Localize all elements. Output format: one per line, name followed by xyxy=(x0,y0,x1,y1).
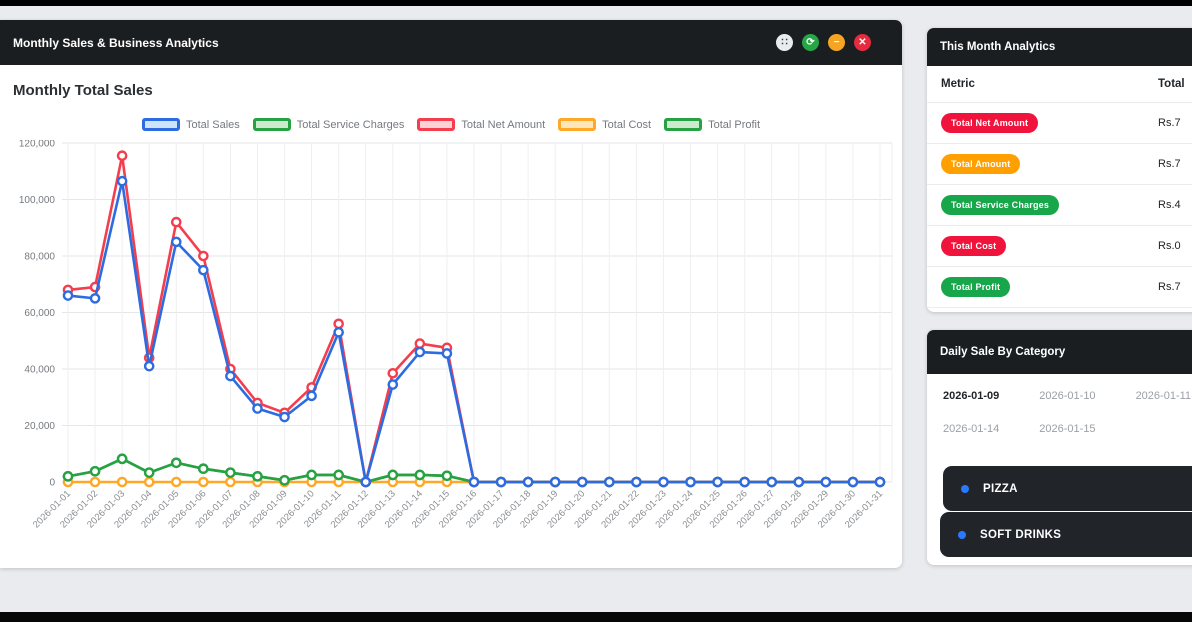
legend-item-total-sales[interactable]: Total Sales xyxy=(141,118,240,131)
date-tab-2026-01-14[interactable]: 2026-01-14 xyxy=(943,423,1000,435)
metric-value: Rs.4 xyxy=(1158,199,1181,211)
analytics-table-header: Metric Total xyxy=(927,66,1192,103)
date-tab-list: 2026-01-09 2026-01-10 2026-01-11 2026-01-14… xyxy=(927,374,1192,435)
move-icon: ∷ xyxy=(781,37,788,48)
category-title: Daily Sale By Category xyxy=(940,346,1066,358)
y-axis: 0 20,000 40,000 60,000 80,000 100,000 120,000 xyxy=(19,139,892,489)
svg-text:100,000: 100,000 xyxy=(19,195,56,206)
metric-value: Rs.7 xyxy=(1158,117,1181,129)
legend-label: Total Sales xyxy=(185,118,240,131)
legend-item-total-net-amount[interactable]: Total Net Amount xyxy=(417,118,545,131)
refresh-button[interactable]: ⟳ xyxy=(802,34,819,51)
svg-text:80,000: 80,000 xyxy=(24,252,55,263)
analytics-row: Total Cost Rs.0 xyxy=(927,226,1192,267)
refresh-icon: ⟳ xyxy=(806,37,815,48)
column-total: Total xyxy=(1158,78,1185,90)
widget-title: Monthly Sales & Business Analytics xyxy=(13,35,219,50)
analytics-row: Total Amount Rs.7 xyxy=(927,144,1192,185)
legend-swatch xyxy=(664,118,703,131)
legend-swatch xyxy=(252,118,291,131)
legend-item-total-cost[interactable]: Total Cost xyxy=(558,118,651,131)
analytics-header: This Month Analytics xyxy=(927,28,1192,66)
analytics-row: Total Profit Rs.7 xyxy=(927,267,1192,308)
analytics-row: Total Net Amount Rs.7 xyxy=(927,103,1192,144)
analytics-title: This Month Analytics xyxy=(940,41,1056,53)
metric-badge: Total Cost xyxy=(941,236,1007,256)
series-total-sales xyxy=(62,175,886,488)
category-label: PIZZA xyxy=(983,482,1018,495)
date-tab-2026-01-10[interactable]: 2026-01-10 xyxy=(1039,390,1096,402)
x-axis: 2026-01-012026-01-022026-01-032026-01-04… xyxy=(31,143,893,530)
metric-value: Rs.7 xyxy=(1158,158,1181,170)
svg-text:40,000: 40,000 xyxy=(24,365,55,376)
metric-value: Rs.0 xyxy=(1158,240,1181,252)
widget-header: Monthly Sales & Business Analytics ∷ ⟳ − ✕ xyxy=(0,20,902,65)
date-tab-2026-01-15[interactable]: 2026-01-15 xyxy=(1039,423,1096,435)
category-label: SOFT DRINKS xyxy=(980,528,1062,541)
legend-item-total-profit[interactable]: Total Profit xyxy=(664,118,760,131)
category-header: Daily Sale By Category xyxy=(927,330,1192,374)
legend-label: Total Service Charges xyxy=(296,118,405,131)
chart-title: Monthly Total Sales xyxy=(13,82,153,99)
date-tab-2026-01-09[interactable]: 2026-01-09 xyxy=(943,390,1000,402)
bottom-black-bar xyxy=(0,612,1192,622)
metric-badge: Total Profit xyxy=(941,277,1011,297)
legend-label: Total Profit xyxy=(708,118,761,131)
analytics-row: Total Service Charges Rs.4 xyxy=(927,185,1192,226)
legend-label: Total Net Amount xyxy=(461,118,546,131)
window-controls: ∷ ⟳ − ✕ xyxy=(776,34,871,51)
monthly-sales-widget: Monthly Sales & Business Analytics ∷ ⟳ − ✕ … xyxy=(0,20,902,568)
legend-swatch xyxy=(417,118,456,131)
move-button[interactable]: ∷ xyxy=(776,34,793,51)
line-chart[interactable]: 0 20,000 40,000 60,000 80,000 100,000 120,000 2… xyxy=(6,139,898,564)
daily-sale-by-category-widget: Daily Sale By Category 2026-01-09 2026-01… xyxy=(927,330,1192,565)
category-item-pizza[interactable]: PIZZA xyxy=(943,466,1192,511)
bullet-dot-icon xyxy=(961,484,969,493)
date-tab-2026-01-11[interactable]: 2026-01-11 xyxy=(1135,390,1192,402)
metric-badge: Total Amount xyxy=(941,154,1021,174)
minimize-button[interactable]: − xyxy=(828,34,845,51)
metric-value: Rs.7 xyxy=(1158,281,1181,293)
close-icon: ✕ xyxy=(858,37,867,48)
column-metric: Metric xyxy=(941,78,975,90)
legend-item-total-service-charges[interactable]: Total Service Charges xyxy=(252,118,405,131)
chart-legend: Total Sales Total Service Charges Total Ne… xyxy=(0,118,902,131)
minimize-icon: − xyxy=(833,37,840,48)
chart-svg: 0 20,000 40,000 60,000 80,000 100,000 120,0002… xyxy=(19,139,893,530)
bullet-dot-icon xyxy=(958,530,966,539)
legend-swatch xyxy=(558,118,597,131)
metric-badge: Total Service Charges xyxy=(941,195,1060,215)
svg-text:0: 0 xyxy=(49,478,55,489)
svg-text:60,000: 60,000 xyxy=(24,308,55,319)
category-item-soft-drinks[interactable]: SOFT DRINKS xyxy=(940,512,1192,557)
svg-text:120,000: 120,000 xyxy=(19,140,56,150)
metric-badge: Total Net Amount xyxy=(941,113,1039,133)
top-black-bar xyxy=(0,0,1192,6)
close-button[interactable]: ✕ xyxy=(854,34,871,51)
this-month-analytics-widget: This Month Analytics Metric Total Total … xyxy=(927,28,1192,312)
svg-text:20,000: 20,000 xyxy=(24,421,55,432)
legend-label: Total Cost xyxy=(602,118,652,131)
category-list: PIZZA SOFT DRINKS xyxy=(927,466,1192,558)
legend-swatch xyxy=(141,118,180,131)
